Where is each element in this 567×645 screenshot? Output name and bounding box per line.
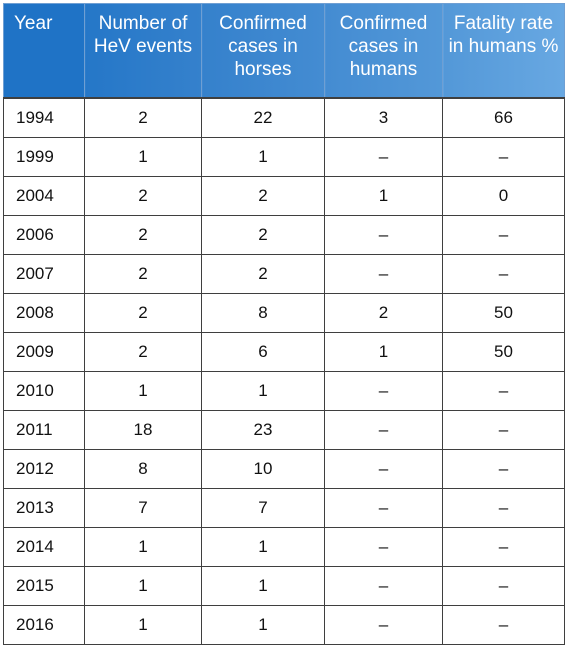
table-row: 2011 18 23– – xyxy=(3,410,565,450)
cell-hev-events: 2 xyxy=(84,176,202,216)
cell-year: 2011 xyxy=(3,410,85,450)
table-row: 2009 2 6 1 50 xyxy=(3,332,565,372)
table-row: 2004 2 2 1 0 xyxy=(3,176,565,216)
cell-cases-humans: 1 xyxy=(324,332,443,372)
cell-cases-humans: – xyxy=(324,371,443,411)
cell-hev-events: 2 xyxy=(84,332,202,372)
cell-cases-humans: 1 xyxy=(324,176,443,216)
cell-cases-horses: 1 xyxy=(201,566,325,606)
cell-cases-humans: – xyxy=(324,566,443,606)
cell-year: 2016 xyxy=(3,605,85,645)
cell-hev-events: 18 xyxy=(84,410,202,450)
cell-fatality-rate: 0 xyxy=(442,176,565,216)
cell-cases-humans: 2 xyxy=(324,293,443,333)
cell-hev-events: 2 xyxy=(84,97,202,138)
header-row: Year Number of HeV events Confirmed case… xyxy=(3,3,565,99)
cell-fatality-rate: – xyxy=(442,566,565,606)
cell-cases-humans: – xyxy=(324,254,443,294)
cell-cases-horses: 1 xyxy=(201,605,325,645)
cell-cases-humans: 3 xyxy=(324,97,443,138)
cell-year: 1994 xyxy=(3,97,85,138)
cell-fatality-rate: 66 xyxy=(442,97,565,138)
cell-hev-events: 2 xyxy=(84,293,202,333)
header-year: Year xyxy=(3,3,85,99)
cell-fatality-rate: 50 xyxy=(442,332,565,372)
cell-cases-humans: – xyxy=(324,488,443,528)
cell-fatality-rate: – xyxy=(442,254,565,294)
table-row: 1999 1 1– – xyxy=(3,137,565,177)
cell-cases-horses: 2 xyxy=(201,254,325,294)
cell-cases-horses: 1 xyxy=(201,527,325,567)
cell-year: 2015 xyxy=(3,566,85,606)
header-cases-horses: Confirmed cases in horses xyxy=(201,3,325,99)
cell-fatality-rate: – xyxy=(442,488,565,528)
cell-cases-humans: – xyxy=(324,137,443,177)
table-row: 2010 1 1– – xyxy=(3,371,565,411)
cell-hev-events: 8 xyxy=(84,449,202,489)
header-fatality-rate: Fatality rate in humans % xyxy=(442,3,565,99)
cell-hev-events: 1 xyxy=(84,605,202,645)
cell-year: 2007 xyxy=(3,254,85,294)
table-header: Year Number of HeV events Confirmed case… xyxy=(3,3,565,99)
hev-table-container: Year Number of HeV events Confirmed case… xyxy=(3,3,565,645)
cell-cases-humans: – xyxy=(324,449,443,489)
cell-fatality-rate: – xyxy=(442,449,565,489)
cell-year: 2006 xyxy=(3,215,85,255)
cell-fatality-rate: – xyxy=(442,371,565,411)
table-row: 2007 2 2– – xyxy=(3,254,565,294)
cell-hev-events: 1 xyxy=(84,137,202,177)
table-body: 1994 2 22 3 66 1999 1 1– –2004 2 2 1 0 2006 2 2– –2007 2 2… xyxy=(3,97,565,645)
table-row: 2014 1 1– – xyxy=(3,527,565,567)
cell-cases-horses: 1 xyxy=(201,371,325,411)
cell-cases-humans: – xyxy=(324,215,443,255)
cell-cases-horses: 22 xyxy=(201,97,325,138)
cell-year: 2012 xyxy=(3,449,85,489)
cell-cases-horses: 2 xyxy=(201,215,325,255)
cell-year: 2010 xyxy=(3,371,85,411)
cell-cases-humans: – xyxy=(324,605,443,645)
cell-fatality-rate: – xyxy=(442,605,565,645)
hev-cases-table: Year Number of HeV events Confirmed case… xyxy=(3,3,565,645)
table-row: 1994 2 22 3 66 xyxy=(3,97,565,138)
cell-cases-humans: – xyxy=(324,410,443,450)
cell-year: 2008 xyxy=(3,293,85,333)
table-row: 2013 7 7– – xyxy=(3,488,565,528)
table-row: 2008 2 8 2 50 xyxy=(3,293,565,333)
table-row: 2006 2 2– – xyxy=(3,215,565,255)
cell-cases-horses: 2 xyxy=(201,176,325,216)
table-row: 2015 1 1– – xyxy=(3,566,565,606)
cell-fatality-rate: – xyxy=(442,215,565,255)
cell-hev-events: 2 xyxy=(84,254,202,294)
table-row: 2012 8 10– – xyxy=(3,449,565,489)
cell-fatality-rate: – xyxy=(442,137,565,177)
cell-hev-events: 1 xyxy=(84,527,202,567)
cell-cases-horses: 6 xyxy=(201,332,325,372)
cell-year: 2009 xyxy=(3,332,85,372)
cell-year: 2013 xyxy=(3,488,85,528)
cell-year: 2014 xyxy=(3,527,85,567)
cell-year: 2004 xyxy=(3,176,85,216)
cell-cases-horses: 10 xyxy=(201,449,325,489)
cell-fatality-rate: – xyxy=(442,410,565,450)
table-row: 2016 1 1– – xyxy=(3,605,565,645)
header-hev-events: Number of HeV events xyxy=(84,3,202,99)
cell-fatality-rate: 50 xyxy=(442,293,565,333)
cell-hev-events: 1 xyxy=(84,371,202,411)
cell-hev-events: 2 xyxy=(84,215,202,255)
cell-cases-horses: 23 xyxy=(201,410,325,450)
cell-cases-horses: 1 xyxy=(201,137,325,177)
cell-cases-horses: 8 xyxy=(201,293,325,333)
cell-cases-horses: 7 xyxy=(201,488,325,528)
header-cases-humans: Confirmed cases in humans xyxy=(324,3,443,99)
cell-year: 1999 xyxy=(3,137,85,177)
cell-fatality-rate: – xyxy=(442,527,565,567)
cell-hev-events: 1 xyxy=(84,566,202,606)
cell-hev-events: 7 xyxy=(84,488,202,528)
cell-cases-humans: – xyxy=(324,527,443,567)
